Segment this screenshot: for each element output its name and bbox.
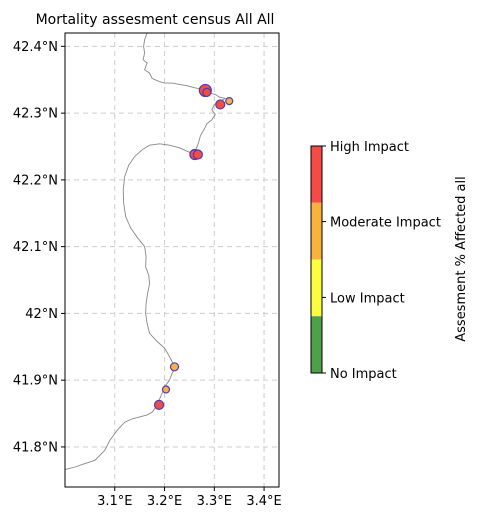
lon-tick-label: 3.4°E [246, 494, 281, 509]
lat-tick-label: 42.2°N [13, 173, 58, 188]
colorbar-tick-label: High Impact [330, 140, 409, 155]
lat-tick-label: 42.4°N [13, 40, 58, 55]
site-marker [225, 96, 234, 106]
lat-tick-label: 41.9°N [13, 374, 58, 389]
coastline-path [65, 33, 227, 471]
coastline [65, 33, 227, 471]
colorbar-tick-label: Low Impact [330, 291, 405, 306]
lat-tick-label: 42.3°N [13, 107, 58, 122]
colorbar-frame [310, 145, 323, 374]
colorbar: High Impact Moderate Impact Low Impact No I… [310, 140, 441, 382]
colorbar-segment [311, 146, 322, 203]
site-marker [215, 99, 226, 110]
site-marker [161, 385, 171, 394]
gridlines [65, 33, 279, 487]
site-marker [153, 399, 165, 410]
colorbar-label: Assesment % Affected all [454, 176, 469, 342]
site-marker [169, 362, 180, 372]
lon-tick-label: 3.2°E [147, 494, 182, 509]
colorbar-tick-label: Moderate Impact [330, 216, 441, 231]
sites-layer [153, 83, 234, 410]
lat-tick-label: 41.8°N [13, 440, 58, 455]
lon-tick-label: 3.3°E [197, 494, 232, 509]
chart-title: Mortality assesment census All All [36, 12, 275, 28]
lat-tick-label: 42.1°N [13, 240, 58, 255]
site-marker [192, 149, 203, 160]
colorbar-segment [311, 202, 322, 260]
lon-tick-labels: 3.1°E 3.2°E 3.3°E 3.4°E [97, 487, 282, 509]
colorbar-segment [311, 316, 322, 373]
map-frame [64, 32, 280, 488]
site-marker [202, 87, 212, 98]
lat-tick-label: 42°N [25, 307, 58, 322]
lat-tick-labels: 42.4°N 42.3°N 42.2°N 42.1°N 42°N 41.9°N 41.8°N [13, 40, 65, 455]
colorbar-segment [311, 259, 322, 317]
lon-tick-label: 3.1°E [97, 494, 132, 509]
colorbar-tick-label: No Impact [330, 367, 397, 382]
